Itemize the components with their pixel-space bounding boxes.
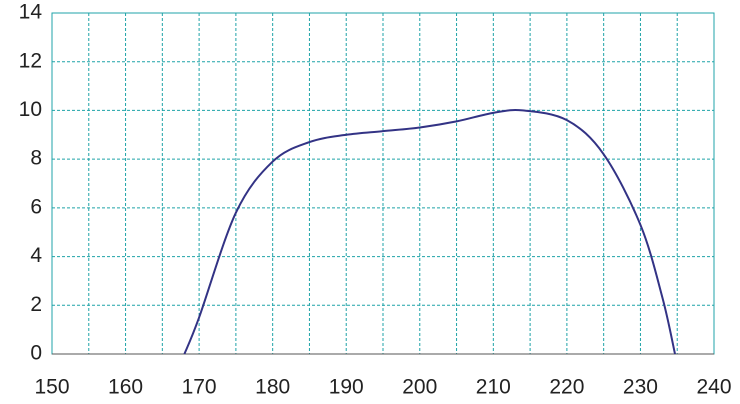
y-tick-label: 8 <box>30 147 42 170</box>
x-tick-label: 220 <box>549 376 584 399</box>
x-tick-label: 160 <box>108 376 143 399</box>
x-tick-label: 150 <box>34 376 69 399</box>
y-tick-label: 12 <box>19 49 42 72</box>
data-line <box>183 109 676 355</box>
y-tick-label: 6 <box>30 195 42 218</box>
x-tick-label: 190 <box>329 376 364 399</box>
x-tick-label: 240 <box>696 376 731 399</box>
x-tick-label: 180 <box>255 376 290 399</box>
y-tick-label: 4 <box>30 244 42 267</box>
y-tick-label: 2 <box>30 293 42 316</box>
y-tick-label: 14 <box>19 1 43 24</box>
y-tick-label: 10 <box>19 98 42 121</box>
x-tick-label: 210 <box>476 376 511 399</box>
x-tick-label: 200 <box>402 376 437 399</box>
y-tick-label: 0 <box>30 342 42 365</box>
x-tick-label: 170 <box>182 376 217 399</box>
x-tick-label: 230 <box>623 376 658 399</box>
